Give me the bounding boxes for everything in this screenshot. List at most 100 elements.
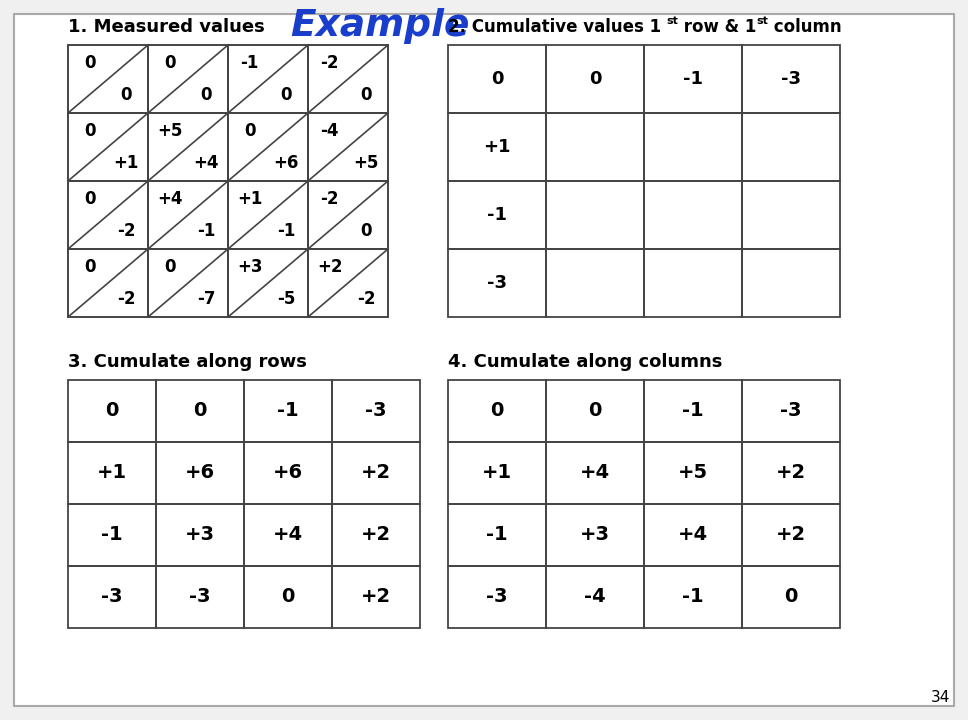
Bar xyxy=(546,249,644,317)
Text: 0: 0 xyxy=(121,86,133,104)
Bar xyxy=(68,249,148,317)
Bar xyxy=(546,442,644,504)
Text: +2: +2 xyxy=(776,526,806,544)
Bar xyxy=(448,504,546,566)
Text: 0: 0 xyxy=(491,70,503,88)
Bar xyxy=(742,113,840,181)
Bar xyxy=(308,45,388,113)
Bar xyxy=(448,181,546,249)
Text: column: column xyxy=(768,18,841,36)
Bar xyxy=(332,442,420,504)
Text: +4: +4 xyxy=(157,190,182,208)
Bar xyxy=(742,380,840,442)
Text: -2: -2 xyxy=(117,289,136,307)
Text: -2: -2 xyxy=(117,222,136,240)
Bar xyxy=(68,380,156,442)
Bar xyxy=(148,113,228,181)
Text: -3: -3 xyxy=(487,274,507,292)
Text: 0: 0 xyxy=(106,402,119,420)
Bar xyxy=(228,181,308,249)
Bar xyxy=(448,249,546,317)
Text: +5: +5 xyxy=(353,153,379,171)
Text: +5: +5 xyxy=(157,122,182,140)
Bar xyxy=(228,249,308,317)
Text: +5: +5 xyxy=(678,464,708,482)
Bar xyxy=(742,504,840,566)
Bar xyxy=(244,380,332,442)
FancyBboxPatch shape xyxy=(14,14,954,706)
Text: 0: 0 xyxy=(244,122,256,140)
Bar xyxy=(68,45,148,113)
Bar xyxy=(644,181,742,249)
Text: 0: 0 xyxy=(164,55,175,73)
Bar xyxy=(332,504,420,566)
Bar xyxy=(644,504,742,566)
Text: +2: +2 xyxy=(776,464,806,482)
Text: -4: -4 xyxy=(584,588,606,606)
Text: 4. Cumulate along columns: 4. Cumulate along columns xyxy=(448,353,722,371)
Bar xyxy=(448,380,546,442)
Text: -3: -3 xyxy=(780,402,802,420)
Bar xyxy=(742,45,840,113)
Bar xyxy=(644,113,742,181)
Text: -1: -1 xyxy=(682,588,704,606)
Text: -1: -1 xyxy=(486,526,508,544)
Text: +1: +1 xyxy=(482,464,512,482)
Text: +3: +3 xyxy=(185,526,215,544)
Text: +1: +1 xyxy=(113,153,139,171)
Bar xyxy=(68,504,156,566)
Text: -3: -3 xyxy=(102,588,123,606)
Bar xyxy=(308,113,388,181)
Text: +3: +3 xyxy=(237,258,262,276)
Text: -4: -4 xyxy=(320,122,339,140)
Bar xyxy=(244,566,332,628)
Bar xyxy=(244,504,332,566)
Bar xyxy=(448,566,546,628)
Text: 0: 0 xyxy=(194,402,207,420)
Text: 0: 0 xyxy=(784,588,798,606)
Text: row & 1: row & 1 xyxy=(678,18,756,36)
Text: 0: 0 xyxy=(84,55,96,73)
Text: +6: +6 xyxy=(273,464,303,482)
Bar xyxy=(742,442,840,504)
Text: 0: 0 xyxy=(84,190,96,208)
Text: -7: -7 xyxy=(197,289,216,307)
Bar xyxy=(156,442,244,504)
Text: 0: 0 xyxy=(361,86,372,104)
Bar xyxy=(68,113,148,181)
Bar xyxy=(308,181,388,249)
Text: 0: 0 xyxy=(589,70,601,88)
Bar xyxy=(228,45,308,113)
Bar xyxy=(148,249,228,317)
Text: 3. Cumulate along rows: 3. Cumulate along rows xyxy=(68,353,307,371)
Bar xyxy=(148,45,228,113)
Text: +2: +2 xyxy=(361,588,391,606)
Text: -1: -1 xyxy=(197,222,216,240)
Bar xyxy=(546,380,644,442)
Text: +4: +4 xyxy=(273,526,303,544)
Bar xyxy=(546,566,644,628)
Bar xyxy=(644,45,742,113)
Bar xyxy=(244,442,332,504)
Text: -2: -2 xyxy=(320,55,339,73)
Text: -3: -3 xyxy=(486,588,508,606)
Bar xyxy=(68,442,156,504)
Text: +2: +2 xyxy=(317,258,343,276)
Bar xyxy=(156,380,244,442)
Text: +1: +1 xyxy=(483,138,511,156)
Bar xyxy=(68,181,148,249)
Bar xyxy=(546,504,644,566)
Bar xyxy=(448,45,546,113)
Text: -1: -1 xyxy=(102,526,123,544)
Text: -1: -1 xyxy=(683,70,703,88)
Text: 0: 0 xyxy=(164,258,175,276)
Bar xyxy=(228,113,308,181)
Text: +6: +6 xyxy=(185,464,215,482)
Bar xyxy=(644,380,742,442)
Bar xyxy=(644,249,742,317)
Text: +4: +4 xyxy=(580,464,610,482)
Text: 0: 0 xyxy=(84,258,96,276)
Text: -3: -3 xyxy=(781,70,801,88)
Text: -1: -1 xyxy=(277,402,299,420)
Bar xyxy=(156,504,244,566)
